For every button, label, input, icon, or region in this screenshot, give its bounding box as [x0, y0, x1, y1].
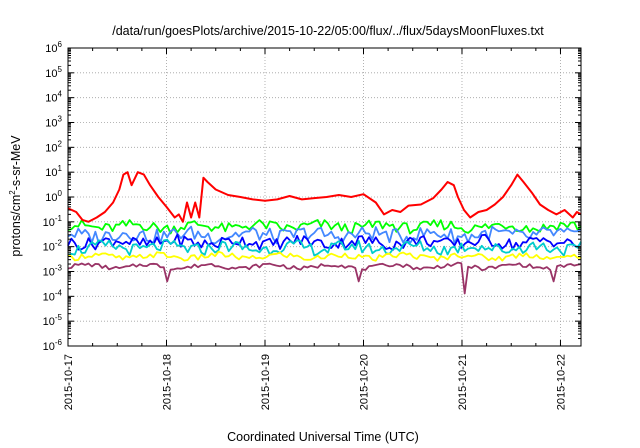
y-tick-label: 101 — [45, 164, 62, 179]
y-tick-exponent: 3 — [58, 115, 63, 124]
y-tick-base: 10 — [43, 291, 55, 303]
series-line-1 — [67, 171, 582, 223]
x-axis-label: Coordinated Universal Time (UTC) — [227, 430, 419, 444]
axis-ticks — [67, 47, 581, 347]
y-tick-base: 10 — [45, 68, 57, 80]
x-tick-label: 2015-10-19 — [260, 354, 272, 410]
y-tick-exponent: 4 — [58, 90, 63, 99]
y-tick-base: 10 — [45, 192, 57, 204]
y-tick-base: 10 — [45, 142, 57, 154]
y-tick-label: 106 — [45, 40, 62, 55]
y-tick-exponent: -5 — [55, 313, 63, 322]
series-lines — [67, 171, 582, 295]
y-tick-label: 10-6 — [43, 338, 63, 353]
y-tick-exponent: 1 — [58, 164, 63, 173]
y-tick-base: 10 — [45, 118, 57, 130]
y-tick-exponent: 0 — [58, 189, 63, 198]
y-axis-label-rest: -s-sr-MeV — [9, 135, 23, 191]
y-axis-label-base: protons/cm — [9, 195, 23, 257]
y-tick-label: 10-4 — [43, 288, 63, 303]
y-tick-label: 10-1 — [43, 214, 63, 229]
y-tick-label: 100 — [45, 189, 62, 204]
x-tick-label: 2015-10-21 — [457, 354, 469, 410]
y-tick-base: 10 — [43, 341, 55, 353]
series-line-7 — [67, 261, 582, 295]
y-tick-exponent: 5 — [58, 65, 63, 74]
chart-title: /data/run/goesPlots/archive/2015-10-22/0… — [112, 24, 544, 38]
y-tick-label: 105 — [45, 65, 62, 80]
y-tick-base: 10 — [45, 43, 57, 55]
series-line-5 — [67, 238, 582, 257]
y-tick-exponent: -3 — [55, 264, 63, 273]
y-axis-label: protons/cm2-s-sr-MeV — [8, 135, 23, 257]
y-tick-label: 10-2 — [43, 239, 63, 254]
y-tick-exponent: -2 — [55, 239, 63, 248]
y-tick-exponent: -6 — [55, 338, 63, 347]
x-tick-label: 2015-10-17 — [63, 354, 75, 410]
x-tick-label: 2015-10-18 — [161, 354, 173, 410]
y-tick-label: 104 — [45, 90, 62, 105]
y-tick-label: 10-5 — [43, 313, 63, 328]
y-tick-label: 102 — [45, 139, 62, 154]
y-tick-label: 103 — [45, 115, 62, 130]
y-tick-exponent: -4 — [55, 288, 63, 297]
y-tick-base: 10 — [43, 316, 55, 328]
y-tick-exponent: 2 — [58, 139, 63, 148]
y-tick-exponent: 6 — [58, 40, 63, 49]
series-line-2 — [67, 219, 582, 235]
y-tick-base: 10 — [45, 167, 57, 179]
y-tick-base: 10 — [43, 217, 55, 229]
y-tick-base: 10 — [43, 242, 55, 254]
y-tick-base: 10 — [45, 93, 57, 105]
y-tick-label: 10-3 — [43, 264, 63, 279]
x-tick-label: 2015-10-20 — [358, 354, 370, 410]
y-tick-base: 10 — [43, 267, 55, 279]
y-tick-labels: 10-610-510-410-310-210-11001011021031041… — [43, 40, 63, 353]
x-tick-label: 2015-10-22 — [555, 354, 567, 410]
series-line-6 — [67, 250, 582, 262]
y-axis-label-sup: 2 — [8, 190, 17, 195]
x-tick-labels: 2015-10-17 2015-10-18 2015-10-19 2015-10-20… — [63, 354, 567, 410]
y-tick-exponent: -1 — [55, 214, 63, 223]
